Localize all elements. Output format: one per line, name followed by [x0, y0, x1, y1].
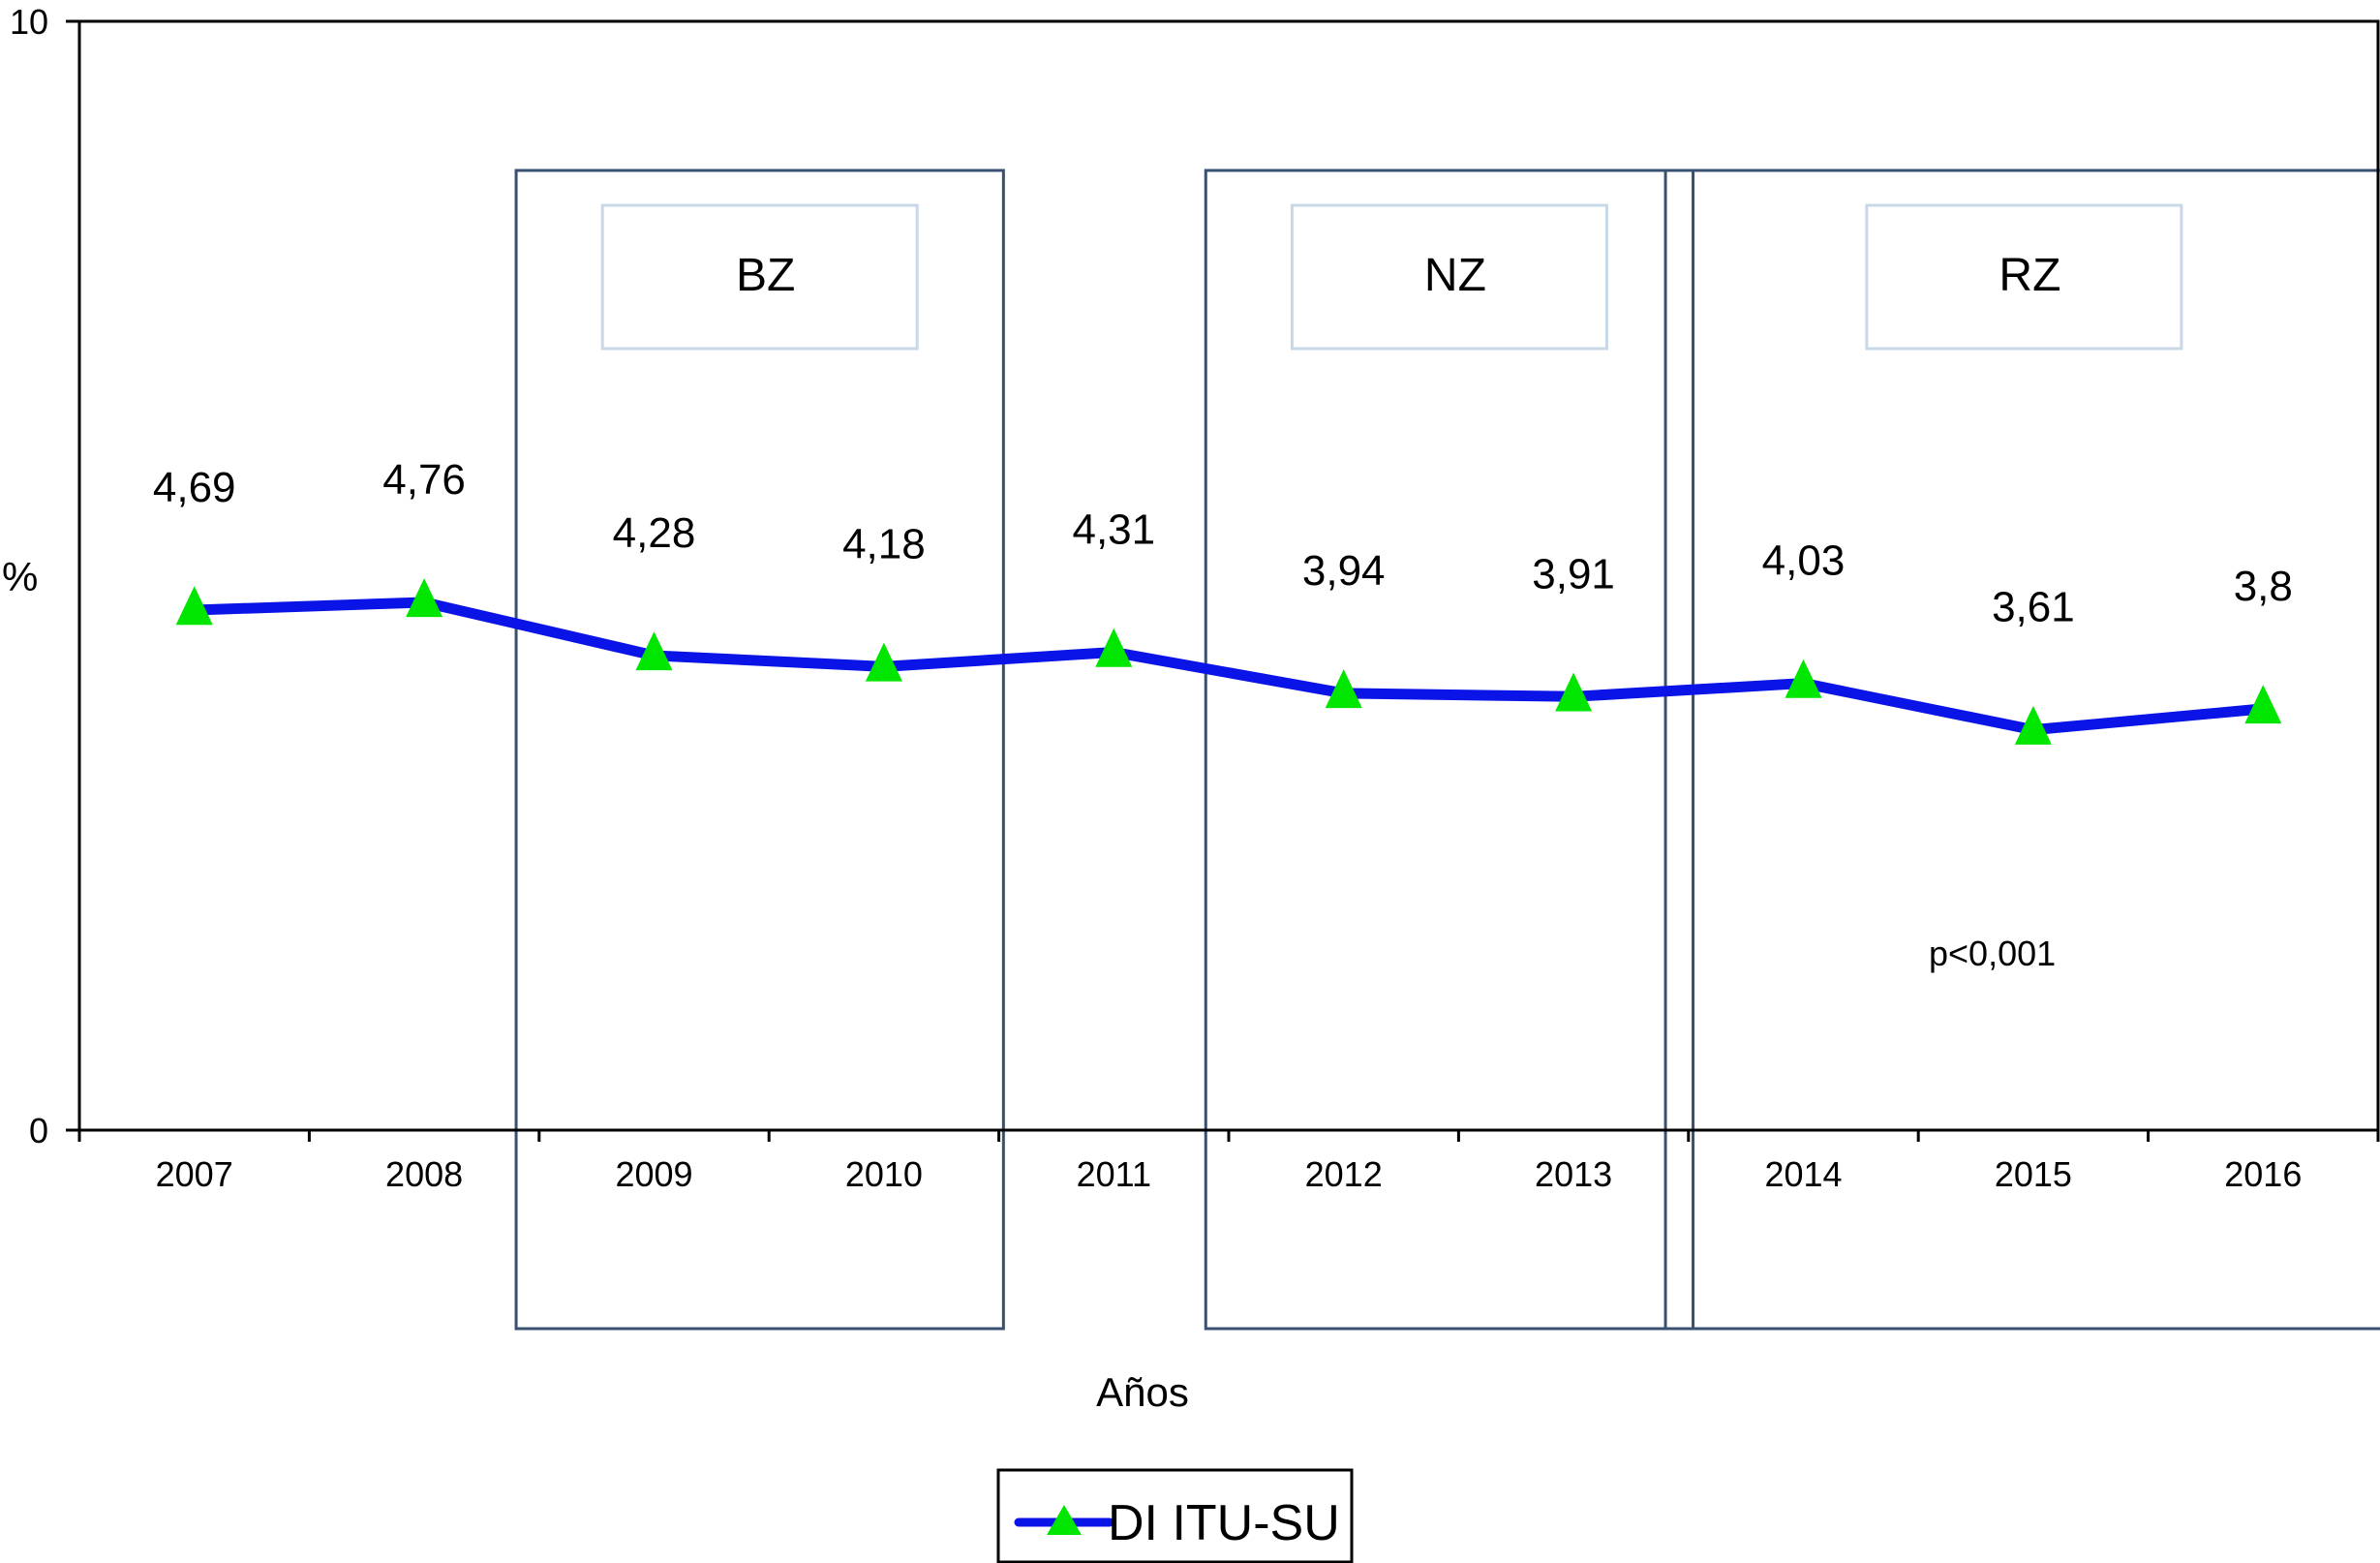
x-tick-label: 2011: [1077, 1154, 1151, 1194]
zone-label-box-rz: [1865, 203, 2183, 351]
zone-box-rz: [1663, 169, 2380, 1331]
y-tick-label: 0: [29, 1111, 48, 1150]
data-label: 3,8: [2234, 563, 2293, 610]
data-label: 4,03: [1762, 537, 1846, 585]
zone-box-bz: [514, 169, 1005, 1331]
data-point-marker: [1555, 672, 1593, 712]
x-tick-label: 2007: [156, 1154, 233, 1194]
zone-label-box-nz: [1290, 203, 1608, 351]
data-label: 4,69: [153, 464, 236, 511]
zone-label-box-bz: [600, 203, 919, 351]
y-axis-label: %: [2, 554, 38, 599]
data-point-marker: [2014, 705, 2052, 745]
zone-label-rz: RZ: [1999, 250, 2060, 301]
x-tick-label: 2014: [1764, 1154, 1842, 1194]
data-label: 4,31: [1072, 506, 1155, 554]
zone-box-nz: [1204, 169, 1695, 1331]
zone-label-bz: BZ: [736, 250, 795, 301]
x-tick-label: 2009: [615, 1154, 692, 1194]
legend-box: [996, 1468, 1354, 1563]
data-label: 4,28: [613, 509, 696, 557]
series-layer: [175, 578, 2282, 745]
x-tick-label: 2008: [385, 1154, 463, 1194]
labels-layer: 4,69 4,76 4,28 4,18 4,31 3,94 3,91 4,03 3,61 3,8: [153, 456, 2293, 631]
legend-marker: [1047, 1505, 1082, 1535]
series-line: [189, 597, 2269, 736]
x-tick-label: 2016: [2224, 1154, 2302, 1194]
zones-layer: BZ NZ RZ: [514, 169, 2380, 1331]
data-label: 4,18: [842, 520, 926, 567]
legend-label: DI ITU-SU: [1108, 1495, 1340, 1551]
data-point-marker: [1095, 628, 1133, 667]
data-point-marker: [1325, 669, 1362, 709]
x-tick-label: 2010: [845, 1154, 923, 1194]
data-label: 3,94: [1302, 547, 1386, 595]
data-label: 4,76: [382, 456, 466, 504]
axes-layer: 0 10 2007 2008 2009 2010 2011 2012 2013 2014 2015 2…: [10, 2, 2380, 1194]
p-value-annotation: p<0,001: [1929, 934, 2056, 973]
data-point-marker: [1785, 659, 1822, 698]
data-point-marker: [175, 586, 213, 626]
legend: DI ITU-SU: [996, 1468, 1354, 1563]
zone-label-nz: NZ: [1424, 250, 1486, 301]
data-point-marker: [865, 642, 902, 682]
x-tick-label: 2013: [1535, 1154, 1612, 1194]
x-tick-label: 2015: [1995, 1154, 2072, 1194]
x-tick-label: 2012: [1305, 1154, 1383, 1194]
y-tick-label: 10: [10, 2, 48, 42]
data-point-marker: [635, 631, 673, 671]
x-axis-label: Años: [1096, 1369, 1189, 1415]
data-label: 3,91: [1532, 550, 1615, 598]
data-label: 3,61: [1992, 584, 2075, 631]
data-point-marker: [406, 578, 443, 618]
data-point-marker: [2244, 685, 2282, 724]
